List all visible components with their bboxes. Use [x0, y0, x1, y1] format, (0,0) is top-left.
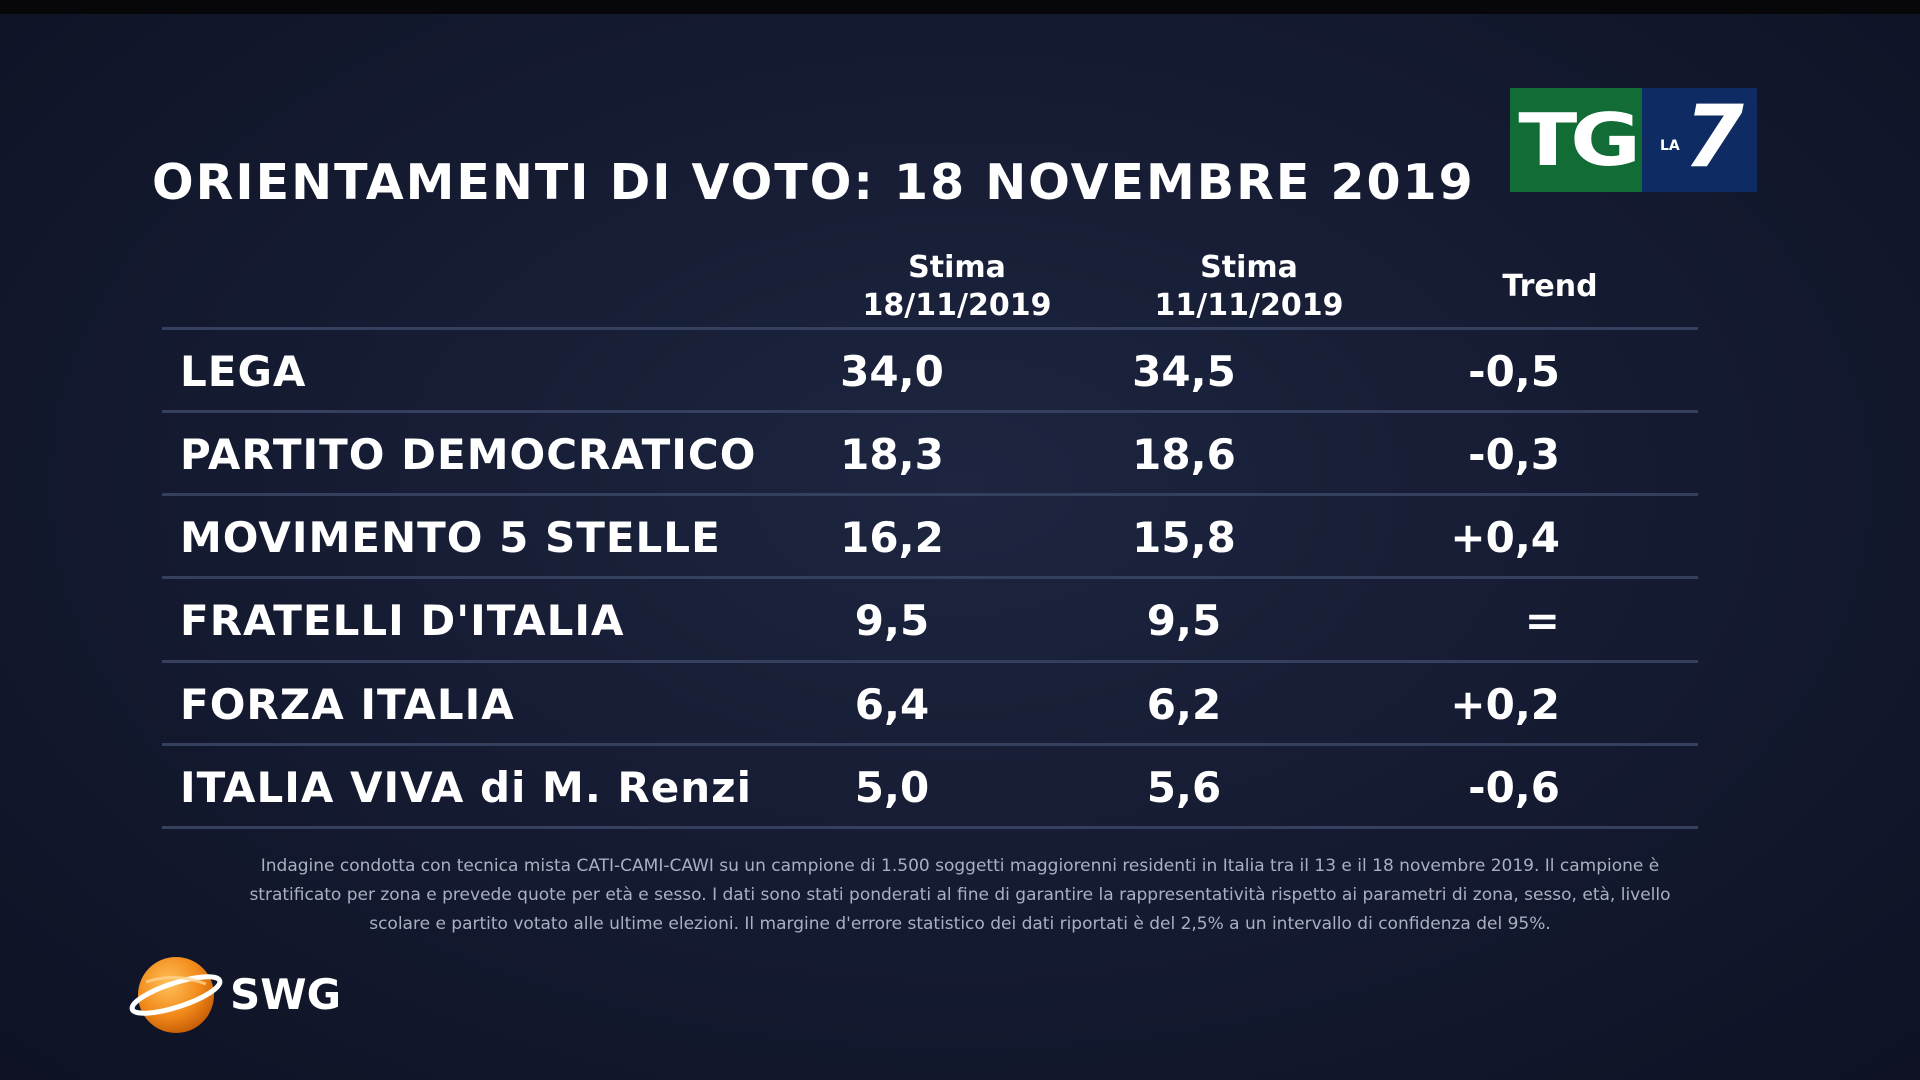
footnote-line: scolare e partito votato alle ultime ele… — [369, 914, 1551, 934]
estimate-previous: 5,6 — [1146, 763, 1222, 812]
party-name: MOVIMENTO 5 STELLE — [180, 513, 721, 562]
swg-logo-text: SWG — [230, 970, 342, 1019]
la-logo-text: LA — [1660, 138, 1680, 154]
column-header-current: Stima 18/11/2019 — [842, 249, 1072, 325]
table-rule — [162, 660, 1698, 663]
column-header-previous-line1: Stima — [1200, 250, 1298, 285]
table-rule-bottom — [162, 826, 1698, 829]
trend-value: -0,5 — [1468, 347, 1560, 396]
top-black-bar — [0, 0, 1920, 14]
table-row: ITALIA VIVA di M. Renzi 5,0 5,6 -0,6 — [162, 748, 1698, 828]
table-row: PARTITO DEMOCRATICO 18,3 18,6 -0,3 — [162, 415, 1698, 495]
party-name: FRATELLI D'ITALIA — [180, 596, 625, 645]
trend-value: +0,4 — [1450, 513, 1560, 562]
footnote-line: Indagine condotta con tecnica mista CATI… — [260, 856, 1660, 876]
table-rule — [162, 743, 1698, 746]
table-row: FORZA ITALIA 6,4 6,2 +0,2 — [162, 665, 1698, 745]
column-header-previous: Stima 11/11/2019 — [1134, 249, 1364, 325]
table-row: LEGA 34,0 34,5 -0,5 — [162, 332, 1698, 412]
table-rule — [162, 576, 1698, 579]
estimate-previous: 18,6 — [1132, 430, 1236, 479]
trend-value: -0,6 — [1468, 763, 1560, 812]
estimate-previous: 9,5 — [1146, 596, 1222, 645]
estimate-previous: 15,8 — [1132, 513, 1236, 562]
seven-logo-text: 7 — [1684, 87, 1744, 187]
estimate-previous: 34,5 — [1132, 347, 1236, 396]
table-rule-header — [162, 327, 1698, 330]
party-name: LEGA — [180, 347, 307, 396]
column-header-current-line1: Stima — [908, 250, 1006, 285]
column-header-trend: Trend — [1440, 268, 1660, 306]
estimate-current: 18,3 — [840, 430, 944, 479]
column-header-current-line2: 18/11/2019 — [862, 288, 1052, 323]
swg-globe-icon — [129, 957, 223, 1033]
estimate-current: 9,5 — [854, 596, 930, 645]
column-header-previous-line2: 11/11/2019 — [1154, 288, 1344, 323]
table-row: MOVIMENTO 5 STELLE 16,2 15,8 +0,4 — [162, 498, 1698, 578]
party-name: FORZA ITALIA — [180, 680, 515, 729]
trend-value: = — [1524, 596, 1560, 645]
trend-value: +0,2 — [1450, 680, 1560, 729]
estimate-current: 5,0 — [854, 763, 930, 812]
page-title: ORIENTAMENTI DI VOTO: 18 NOVEMBRE 2019 — [152, 154, 1475, 211]
table-rule — [162, 493, 1698, 496]
trend-value: -0,3 — [1468, 430, 1560, 479]
tg-la7-logo: TG LA 7 — [1510, 88, 1757, 192]
estimate-current: 16,2 — [840, 513, 944, 562]
party-name: PARTITO DEMOCRATICO — [180, 430, 757, 479]
table-rule — [162, 410, 1698, 413]
la7-logo-block: LA 7 — [1642, 88, 1757, 192]
estimate-current: 34,0 — [840, 347, 944, 396]
footnote-line: stratificato per zona e prevede quote pe… — [249, 885, 1671, 905]
tg-logo-text: TG — [1518, 98, 1641, 182]
estimate-previous: 6,2 — [1146, 680, 1222, 729]
party-name: ITALIA VIVA di M. Renzi — [180, 763, 752, 812]
table-row: FRATELLI D'ITALIA 9,5 9,5 = — [162, 581, 1698, 661]
methodology-footnote: Indagine condotta con tecnica mista CATI… — [140, 852, 1780, 939]
tg-logo-block: TG — [1510, 88, 1642, 192]
column-header-trend-label: Trend — [1502, 269, 1598, 304]
estimate-current: 6,4 — [854, 680, 930, 729]
